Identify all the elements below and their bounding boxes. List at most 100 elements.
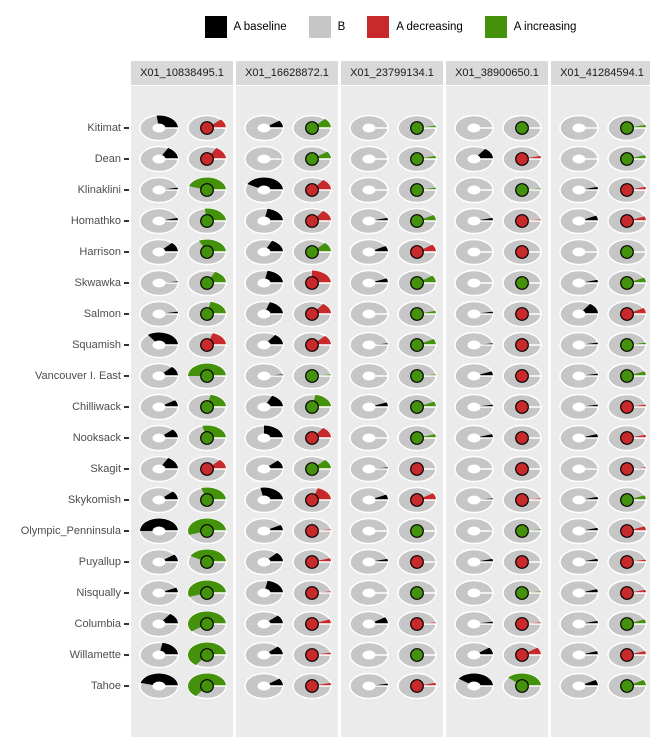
pie-trend-glyph <box>187 393 227 421</box>
donut-baseline-glyph <box>349 424 389 452</box>
row-label: Homathko <box>70 215 121 227</box>
pie-trend-glyph <box>292 486 332 514</box>
donut-baseline-glyph <box>139 548 179 576</box>
donut-baseline-glyph <box>349 393 389 421</box>
pie-trend-glyph <box>607 517 647 545</box>
donut-baseline-glyph <box>244 207 284 235</box>
row-label: Vancouver I. East <box>34 370 121 382</box>
row-label: Skagit <box>90 463 121 475</box>
axis-tick <box>124 220 129 222</box>
pie-trend-glyph <box>397 362 437 390</box>
pie-trend-glyph <box>502 362 542 390</box>
pie-trend-glyph <box>397 207 437 235</box>
donut-baseline-glyph <box>349 455 389 483</box>
row-label: Harrison <box>79 246 121 258</box>
axis-tick <box>124 344 129 346</box>
pie-trend-glyph <box>187 517 227 545</box>
axis-tick <box>124 189 129 191</box>
donut-baseline-glyph <box>349 362 389 390</box>
pie-trend-glyph <box>502 331 542 359</box>
donut-baseline-glyph <box>559 269 599 297</box>
pie-trend-glyph <box>292 610 332 638</box>
pie-trend-glyph <box>502 486 542 514</box>
donut-baseline-glyph <box>559 672 599 700</box>
donut-baseline-glyph <box>139 331 179 359</box>
pie-trend-glyph <box>607 269 647 297</box>
facet-panel-X01_38900650.1 <box>446 86 548 737</box>
axis-tick <box>124 530 129 532</box>
donut-baseline-glyph <box>454 145 494 173</box>
pie-trend-glyph <box>502 610 542 638</box>
pie-trend-glyph <box>187 300 227 328</box>
axis-tick <box>124 406 129 408</box>
pie-trend-glyph <box>397 114 437 142</box>
donut-baseline-glyph <box>139 517 179 545</box>
pie-trend-glyph <box>397 176 437 204</box>
donut-baseline-glyph <box>244 300 284 328</box>
donut-baseline-glyph <box>349 517 389 545</box>
row-label: Skwawka <box>74 277 121 289</box>
donut-baseline-glyph <box>559 455 599 483</box>
donut-baseline-glyph <box>454 238 494 266</box>
pie-trend-glyph <box>187 548 227 576</box>
pie-trend-glyph <box>292 517 332 545</box>
donut-baseline-glyph <box>454 641 494 669</box>
donut-baseline-glyph <box>559 424 599 452</box>
pie-trend-glyph <box>397 331 437 359</box>
donut-baseline-glyph <box>349 207 389 235</box>
donut-baseline-glyph <box>139 486 179 514</box>
donut-baseline-glyph <box>454 548 494 576</box>
donut-baseline-glyph <box>139 672 179 700</box>
donut-baseline-glyph <box>349 114 389 142</box>
donut-baseline-glyph <box>349 269 389 297</box>
facet-strip-X01_38900650.1: X01_38900650.1 <box>446 61 548 85</box>
axis-tick <box>124 375 129 377</box>
pie-trend-glyph <box>187 331 227 359</box>
donut-baseline-glyph <box>559 579 599 607</box>
pie-trend-glyph <box>397 610 437 638</box>
row-label: Squamish <box>72 339 121 351</box>
row-label: Nisqually <box>76 587 121 599</box>
pie-trend-glyph <box>502 300 542 328</box>
pie-trend-glyph <box>502 269 542 297</box>
facet-panel-X01_16628872.1 <box>236 86 338 737</box>
axis-tick <box>124 654 129 656</box>
donut-baseline-glyph <box>349 610 389 638</box>
a-increasing-swatch-icon <box>484 16 507 38</box>
donut-baseline-glyph <box>454 486 494 514</box>
pie-trend-glyph <box>187 455 227 483</box>
legend-item-a-decreasing: A decreasing <box>367 16 463 38</box>
pie-trend-glyph <box>607 641 647 669</box>
row-label: Skykomish <box>67 494 121 506</box>
donut-baseline-glyph <box>244 176 284 204</box>
pie-trend-glyph <box>187 486 227 514</box>
donut-baseline-glyph <box>139 362 179 390</box>
pie-trend-glyph <box>502 455 542 483</box>
pie-trend-glyph <box>607 672 647 700</box>
pie-trend-glyph <box>502 393 542 421</box>
donut-baseline-glyph <box>454 455 494 483</box>
donut-baseline-glyph <box>559 610 599 638</box>
pie-trend-glyph <box>187 424 227 452</box>
pie-trend-glyph <box>502 641 542 669</box>
donut-baseline-glyph <box>349 176 389 204</box>
row-label: Puyallup <box>78 556 121 568</box>
pie-trend-glyph <box>607 145 647 173</box>
pie-trend-glyph <box>502 176 542 204</box>
row-label: Nooksack <box>72 432 121 444</box>
axis-tick <box>124 127 129 129</box>
a-decreasing-swatch-icon <box>367 16 390 38</box>
pie-trend-glyph <box>292 145 332 173</box>
donut-baseline-glyph <box>244 238 284 266</box>
pie-trend-glyph <box>187 207 227 235</box>
pie-trend-glyph <box>607 486 647 514</box>
donut-baseline-glyph <box>244 486 284 514</box>
donut-baseline-glyph <box>559 641 599 669</box>
donut-baseline-glyph <box>244 455 284 483</box>
pie-trend-glyph <box>397 455 437 483</box>
axis-tick <box>124 561 129 563</box>
pie-trend-glyph <box>607 424 647 452</box>
axis-tick <box>124 468 129 470</box>
b-swatch-icon <box>308 16 331 38</box>
donut-baseline-glyph <box>139 300 179 328</box>
